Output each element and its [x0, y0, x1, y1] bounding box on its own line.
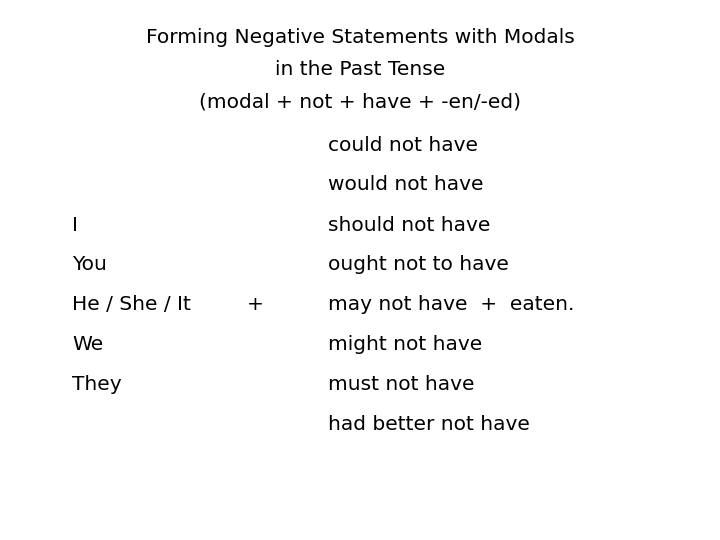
Text: in the Past Tense: in the Past Tense — [275, 60, 445, 79]
Text: could not have: could not have — [328, 136, 477, 154]
Text: (modal + not + have + -en/-ed): (modal + not + have + -en/-ed) — [199, 92, 521, 111]
Text: would not have: would not have — [328, 176, 483, 194]
Text: ought not to have: ought not to have — [328, 255, 508, 274]
Text: +: + — [247, 295, 264, 314]
Text: They: They — [72, 375, 122, 395]
Text: He / She / It: He / She / It — [72, 295, 191, 314]
Text: should not have: should not have — [328, 215, 490, 234]
Text: might not have: might not have — [328, 335, 482, 354]
Text: I: I — [72, 215, 78, 234]
Text: Forming Negative Statements with Modals: Forming Negative Statements with Modals — [145, 28, 575, 47]
Text: You: You — [72, 255, 107, 274]
Text: had better not have: had better not have — [328, 415, 529, 435]
Text: We: We — [72, 335, 103, 354]
Text: must not have: must not have — [328, 375, 474, 395]
Text: may not have  +  eaten.: may not have + eaten. — [328, 295, 574, 314]
